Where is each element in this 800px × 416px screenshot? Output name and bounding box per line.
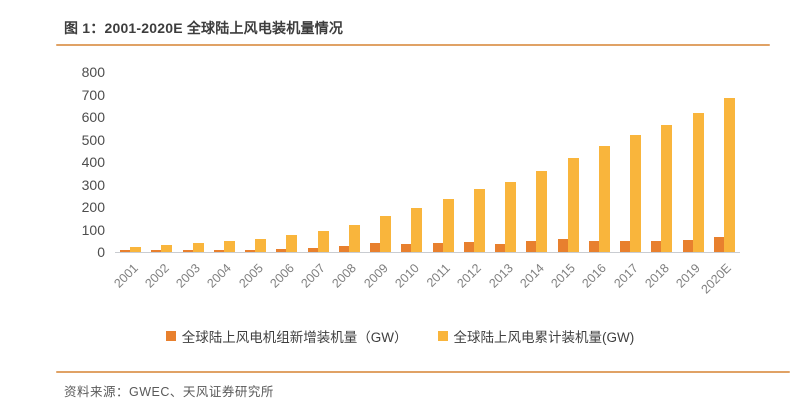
bar-cumulative-2005 [255, 238, 266, 252]
y-tick-label-200: 200 [81, 199, 105, 215]
plot-area [115, 72, 740, 253]
bar-cumulative-2017 [630, 135, 641, 252]
bar-group-2006 [276, 235, 298, 252]
bar-group-2005 [245, 238, 266, 252]
bar-new-installed-2008 [338, 245, 349, 252]
bar-group-2012 [463, 189, 485, 252]
source-text: 资料来源：GWEC、天风证券研究所 [64, 385, 274, 399]
y-axis: 0 100 200 300 400 500 600 700 800 [50, 64, 105, 260]
bar-group-2020E [713, 97, 735, 252]
bar-group-2008 [338, 224, 360, 252]
bar-new-installed-2011 [432, 242, 443, 252]
bar-cumulative-2014 [536, 170, 548, 252]
bar-cumulative-2019 [692, 112, 704, 252]
bar-new-installed-2004 [213, 250, 224, 252]
bar-new-installed-2018 [651, 241, 662, 252]
figure-title: 图 1：2001-2020E 全球陆上风电装机量情况 [64, 20, 344, 36]
legend-swatch-new-installed [165, 331, 176, 341]
bar-cumulative-2020E [723, 97, 735, 252]
bar-cumulative-2006 [286, 235, 298, 252]
y-tick-label-400: 400 [81, 154, 105, 170]
bar-new-installed-2013 [495, 243, 505, 252]
bar-group-2010 [401, 208, 423, 252]
bar-cumulative-2004 [223, 241, 235, 252]
source-divider-line [56, 371, 790, 373]
bar-cumulative-2009 [380, 216, 391, 252]
bar-cumulative-2001 [130, 246, 141, 252]
bar-new-installed-2001 [120, 250, 130, 252]
bar-new-installed-2016 [588, 240, 599, 252]
bar-cumulative-2016 [598, 146, 610, 252]
bar-group-2001 [120, 246, 141, 252]
legend: 全球陆上风电机组新增装机量（GW） 全球陆上风电累计装机量(GW) [0, 326, 800, 346]
bar-group-2004 [213, 241, 235, 252]
bar-group-2015 [557, 157, 579, 252]
y-tick-label-300: 300 [81, 176, 105, 193]
bar-cumulative-2002 [161, 245, 173, 252]
bar-new-installed-2017 [620, 241, 630, 252]
bar-new-installed-2014 [526, 241, 537, 252]
bar-new-installed-2015 [557, 238, 568, 252]
bar-cumulative-2003 [192, 243, 204, 252]
x-axis: 2001 2002 2003 2004 2005 2006 2007 2008 2009 2010… [111, 253, 755, 305]
y-tick-label-800: 800 [81, 64, 105, 80]
y-tick-label-600: 600 [81, 109, 105, 125]
legend-label-new-installed: 全球陆上风电机组新增装机量（GW） [181, 330, 408, 345]
bar-cumulative-2012 [473, 189, 485, 252]
bar-new-installed-2009 [370, 243, 380, 252]
bar-group-2009 [370, 216, 391, 252]
bar-cumulative-2013 [505, 181, 516, 252]
bar-group-2007 [307, 230, 329, 252]
bar-new-installed-2006 [276, 248, 287, 252]
legend-item-cumulative: 全球陆上风电累计装机量(GW) [437, 326, 635, 346]
bar-group-2003 [182, 243, 204, 252]
legend-item-new-installed: 全球陆上风电机组新增装机量（GW） [165, 326, 408, 346]
bar-cumulative-2018 [661, 124, 673, 252]
bar-new-installed-2003 [182, 250, 193, 252]
y-tick-label-500: 500 [81, 131, 105, 148]
bar-new-installed-2002 [151, 250, 162, 252]
bar-new-installed-2019 [682, 239, 693, 252]
bar-group-2014 [526, 170, 548, 252]
bar-cumulative-2008 [348, 224, 360, 252]
y-tick-label-700: 700 [81, 86, 105, 103]
legend-swatch-cumulative [437, 331, 448, 341]
bar-cumulative-2007 [317, 230, 329, 252]
y-tick-label-100: 100 [81, 221, 105, 238]
bar-group-2011 [432, 199, 454, 252]
bar-new-installed-2020E [713, 237, 724, 252]
bar-group-2017 [620, 135, 641, 252]
bar-group-2002 [151, 245, 173, 252]
bar-group-2018 [651, 124, 673, 252]
legend-label-cumulative: 全球陆上风电累计装机量(GW) [453, 330, 635, 345]
bar-new-installed-2007 [307, 247, 318, 252]
bar-cumulative-2015 [567, 157, 579, 252]
bar-new-installed-2005 [245, 249, 255, 252]
bar-group-2013 [495, 181, 516, 252]
bar-group-2016 [588, 146, 610, 252]
bar-cumulative-2011 [442, 199, 454, 252]
bar-new-installed-2012 [463, 242, 474, 252]
title-divider-line [56, 44, 770, 46]
bar-group-2019 [682, 112, 704, 252]
bar-new-installed-2010 [401, 243, 412, 252]
bar-cumulative-2010 [411, 208, 423, 252]
y-tick-label-0: 0 [97, 244, 105, 260]
